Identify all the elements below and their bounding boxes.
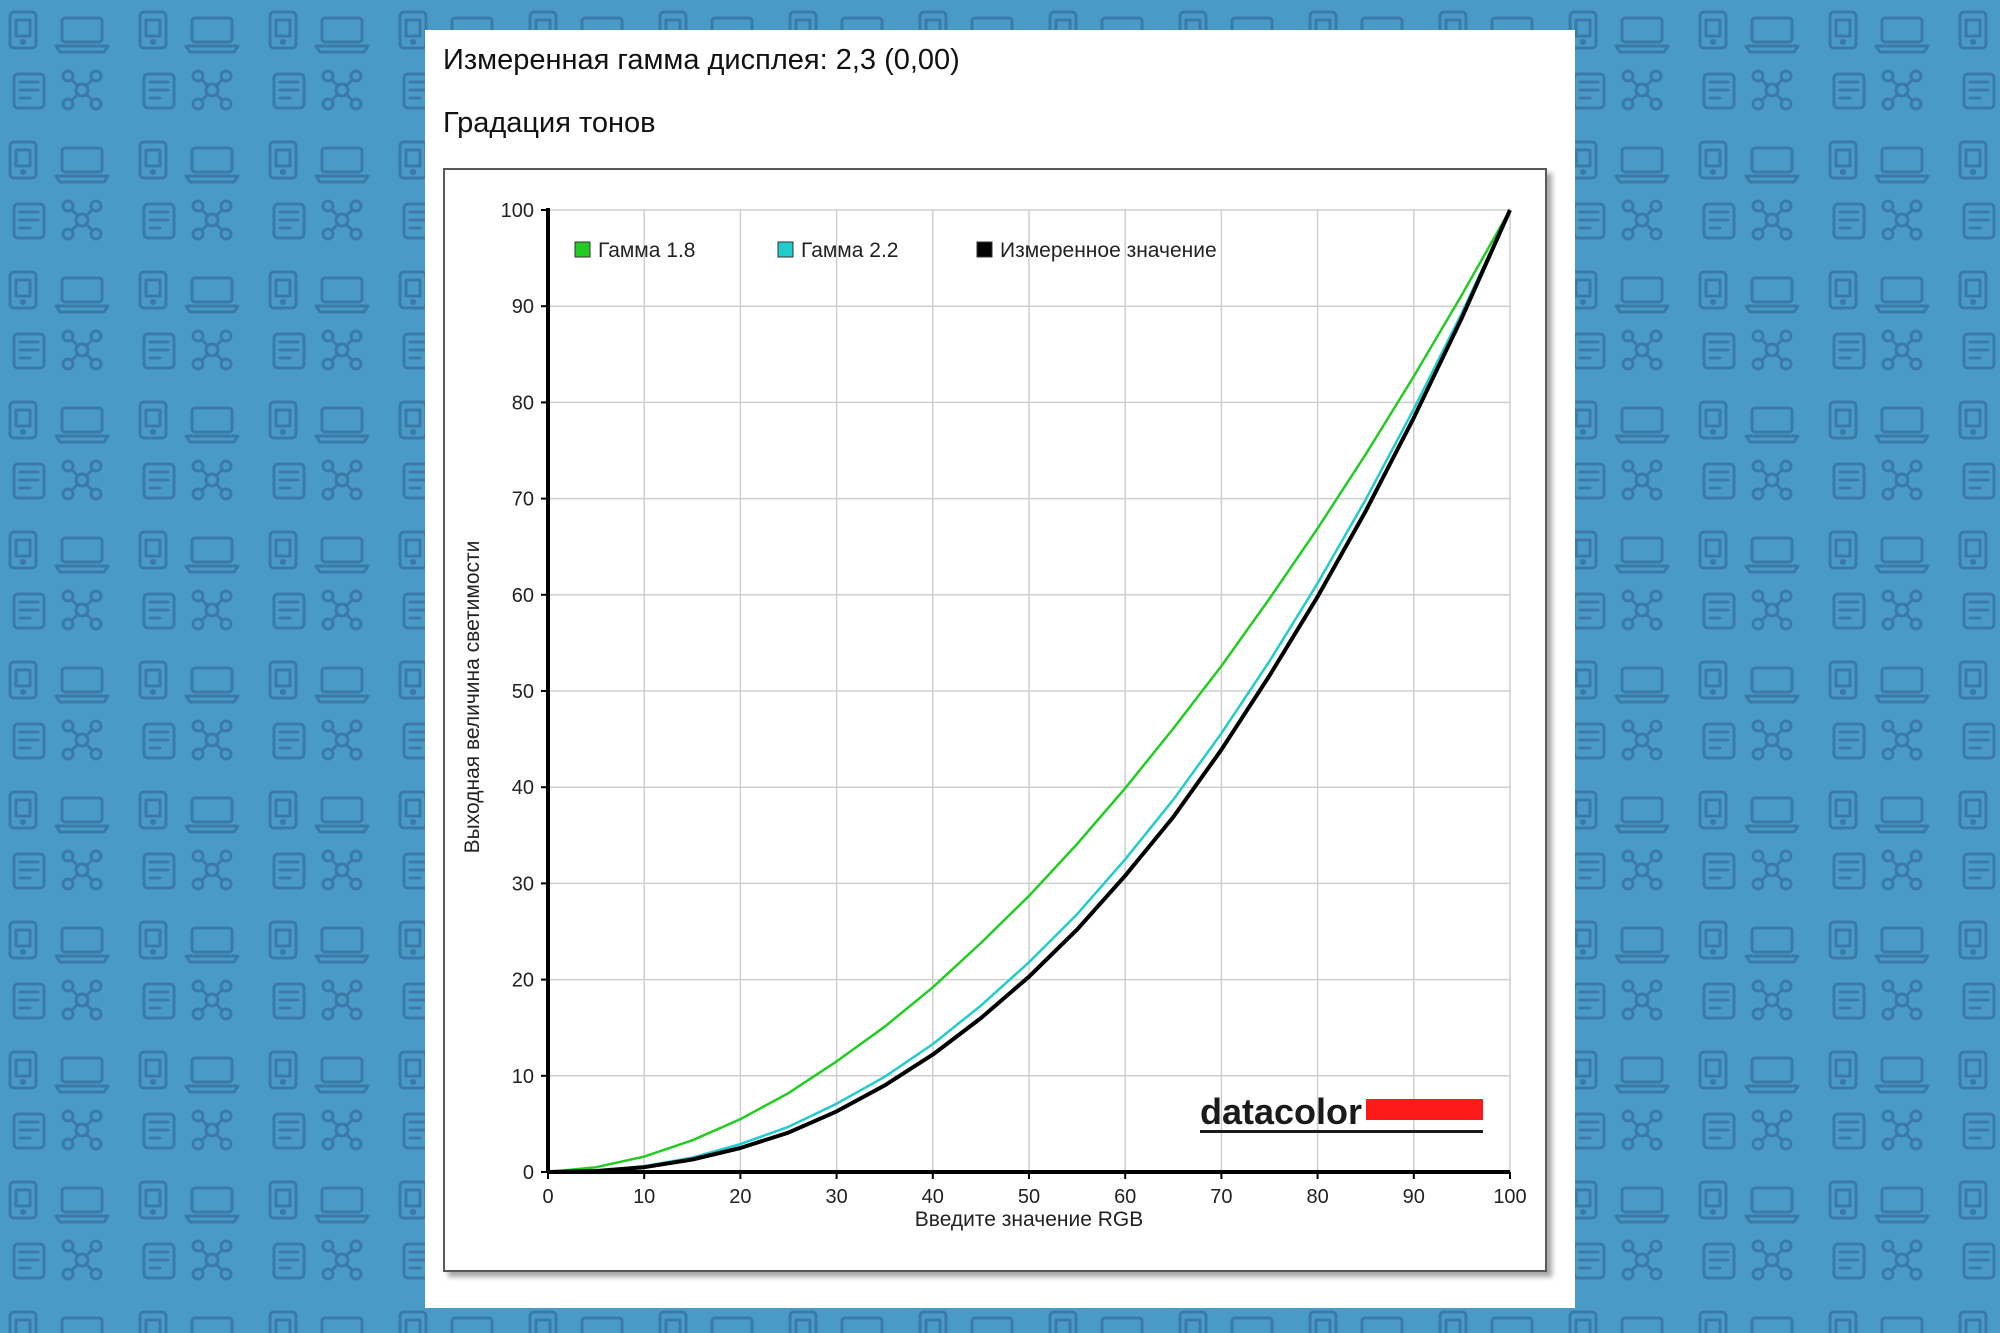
y-tick-label: 10: [512, 1066, 534, 1088]
datacolor-logo: datacolor: [1200, 1091, 1483, 1133]
legend-label: Гамма 2.2: [801, 239, 898, 262]
legend-label: Измеренное значение: [1000, 239, 1217, 262]
logo-accent-bar: [1366, 1099, 1483, 1120]
y-tick-label: 50: [512, 681, 534, 703]
x-tick-label: 20: [729, 1186, 751, 1208]
x-tick-label: 0: [542, 1186, 553, 1208]
series-line: [547, 209, 1512, 1174]
y-tick-label: 100: [501, 200, 534, 222]
logo-text: datacolor: [1200, 1091, 1362, 1132]
logo-underline: [1200, 1130, 1483, 1133]
chart-canvas: 0 10 20 30 40 50 60 70 80 90 100 0 10 20 30 40 50 60 70 80 9…: [461, 200, 1527, 1231]
axes: [541, 208, 1511, 1179]
legend-swatch: [976, 241, 993, 258]
series-line: [547, 209, 1512, 1174]
x-tick-label: 10: [633, 1186, 655, 1208]
x-tick-label: 70: [1210, 1186, 1232, 1208]
legend: Гамма 1.8 Гамма 2.2 Измеренное значение: [574, 239, 1217, 262]
series-line: [547, 209, 1512, 1174]
x-axis-label: Введите значение RGB: [915, 1208, 1143, 1231]
y-tick-label: 30: [512, 873, 534, 895]
x-tick-label: 40: [922, 1186, 944, 1208]
x-tick-label: 60: [1114, 1186, 1136, 1208]
x-tick-label: 90: [1403, 1186, 1425, 1208]
x-tick-label: 30: [825, 1186, 847, 1208]
y-tick-label: 20: [512, 970, 534, 992]
x-tick-label: 80: [1306, 1186, 1328, 1208]
report-panel: Измеренная гамма дисплея: 2,3 (0,00) Гра…: [425, 30, 1575, 1308]
y-tick-label: 0: [523, 1162, 534, 1184]
y-tick-label: 70: [512, 489, 534, 511]
y-tick-label: 40: [512, 777, 534, 799]
measured-gamma-text: Измеренная гамма дисплея: 2,3 (0,00): [443, 44, 960, 76]
y-tick-label: 80: [512, 392, 534, 414]
y-tick-label: 60: [512, 585, 534, 607]
legend-swatch: [777, 241, 794, 258]
y-axis-label: Выходная величина светимости: [461, 541, 484, 854]
x-tick-label: 100: [1493, 1186, 1526, 1208]
y-tick-label: 90: [512, 296, 534, 318]
section-title: Градация тонов: [443, 107, 656, 139]
legend-label: Гамма 1.8: [598, 239, 695, 262]
x-tick-label: 50: [1018, 1186, 1040, 1208]
grid: [548, 209, 1511, 1172]
series-lines: [547, 209, 1512, 1174]
tone-response-chart: 0 10 20 30 40 50 60 70 80 90 100 0 10 20 30 40 50 60 70 80 9…: [443, 168, 1547, 1272]
legend-swatch: [574, 241, 591, 258]
tick-labels: 0 10 20 30 40 50 60 70 80 90 100 0 10 20 30 40 50 60 70 80 9…: [501, 200, 1527, 1208]
